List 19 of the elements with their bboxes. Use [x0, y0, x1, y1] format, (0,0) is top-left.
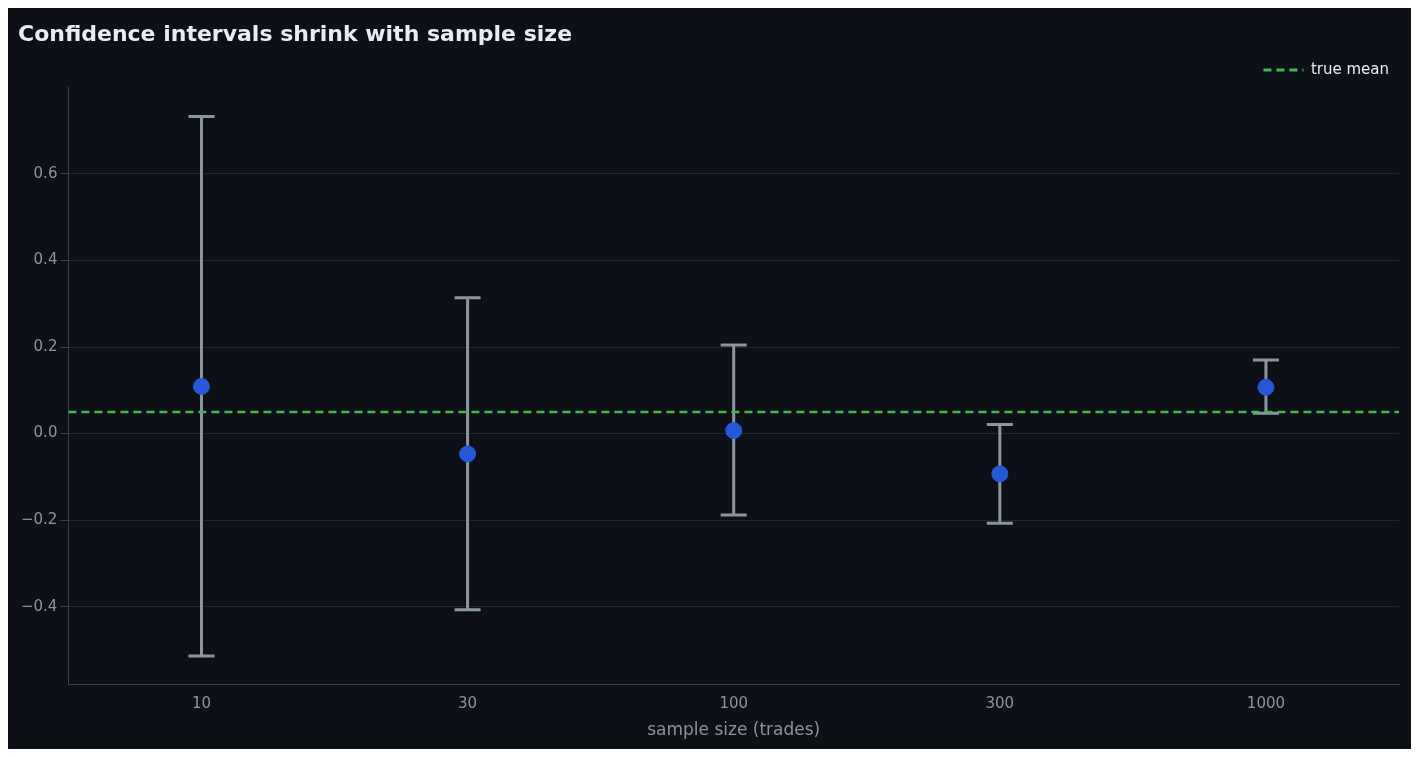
legend-label: true mean [1310, 59, 1389, 78]
x-tick-label: 30 [458, 694, 478, 713]
x-tick-label: 300 [985, 694, 1015, 713]
y-tick-label: −0.2 [20, 510, 58, 529]
x-axis-title: sample size (trades) [647, 719, 821, 740]
point [192, 377, 210, 395]
point [459, 445, 477, 463]
point [725, 422, 743, 440]
chart-title: Confidence intervals shrink with sample size [18, 20, 573, 46]
x-tick-label: 10 [191, 694, 212, 713]
point [1257, 378, 1275, 396]
x-tick-label: 1000 [1246, 694, 1286, 713]
y-tick-label: 0.6 [33, 163, 58, 182]
y-tick-label: 0.2 [33, 336, 58, 355]
point [991, 465, 1009, 483]
y-tick-label: 0.4 [33, 250, 58, 269]
y-tick-label: 0.0 [33, 423, 58, 442]
y-tick-label: −0.4 [20, 596, 58, 615]
x-tick-label: 100 [719, 694, 749, 713]
